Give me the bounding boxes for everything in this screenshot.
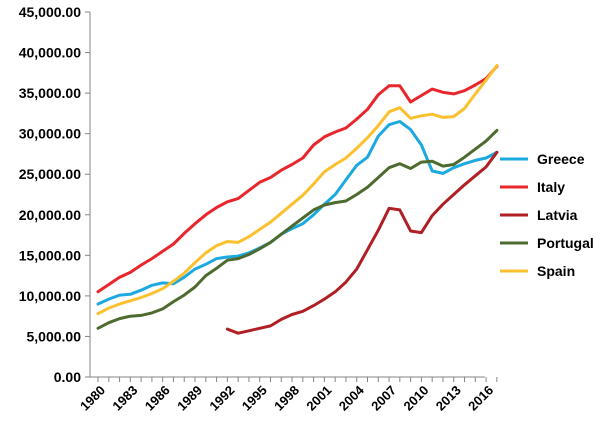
x-tick-label: 1980 [77,383,108,414]
x-tick-label: 2001 [303,383,334,414]
y-tick-label: 10,000.00 [19,288,81,304]
y-tick-label: 35,000.00 [19,85,81,101]
x-tick-label: 2010 [400,383,431,414]
y-tick-label: 20,000.00 [19,207,81,223]
series-line-latvia [225,150,499,335]
y-tick-label: 30,000.00 [19,126,81,142]
y-tick-label: 0.00 [54,369,81,385]
y-tick-label: 45,000.00 [19,4,81,20]
x-tick-label: 1995 [239,383,270,414]
series-line-italy [96,64,499,294]
legend-label-greece: Greece [537,151,585,167]
series-line-greece [96,120,499,306]
x-tick-label: 1998 [271,383,302,414]
x-tick-label: 2016 [465,383,496,414]
x-tick-label: 1983 [109,383,140,414]
legend-label-italy: Italy [537,179,565,195]
series-line-portugal [96,128,499,330]
x-tick-label: 1986 [142,383,173,414]
y-tick-label: 5,000.00 [27,328,82,344]
x-tick-label: 1992 [206,383,237,414]
legend-label-portugal: Portugal [537,235,594,251]
series-line-spain [96,64,499,316]
y-tick-label: 40,000.00 [19,45,81,61]
x-tick-label: 1989 [174,383,205,414]
x-tick-label: 2004 [336,382,368,414]
x-tick-label: 2013 [433,383,464,414]
y-tick-label: 15,000.00 [19,247,81,263]
y-tick-label: 25,000.00 [19,166,81,182]
x-tick-label: 2007 [368,383,399,414]
legend-label-latvia: Latvia [537,207,578,223]
legend-label-spain: Spain [537,263,575,279]
